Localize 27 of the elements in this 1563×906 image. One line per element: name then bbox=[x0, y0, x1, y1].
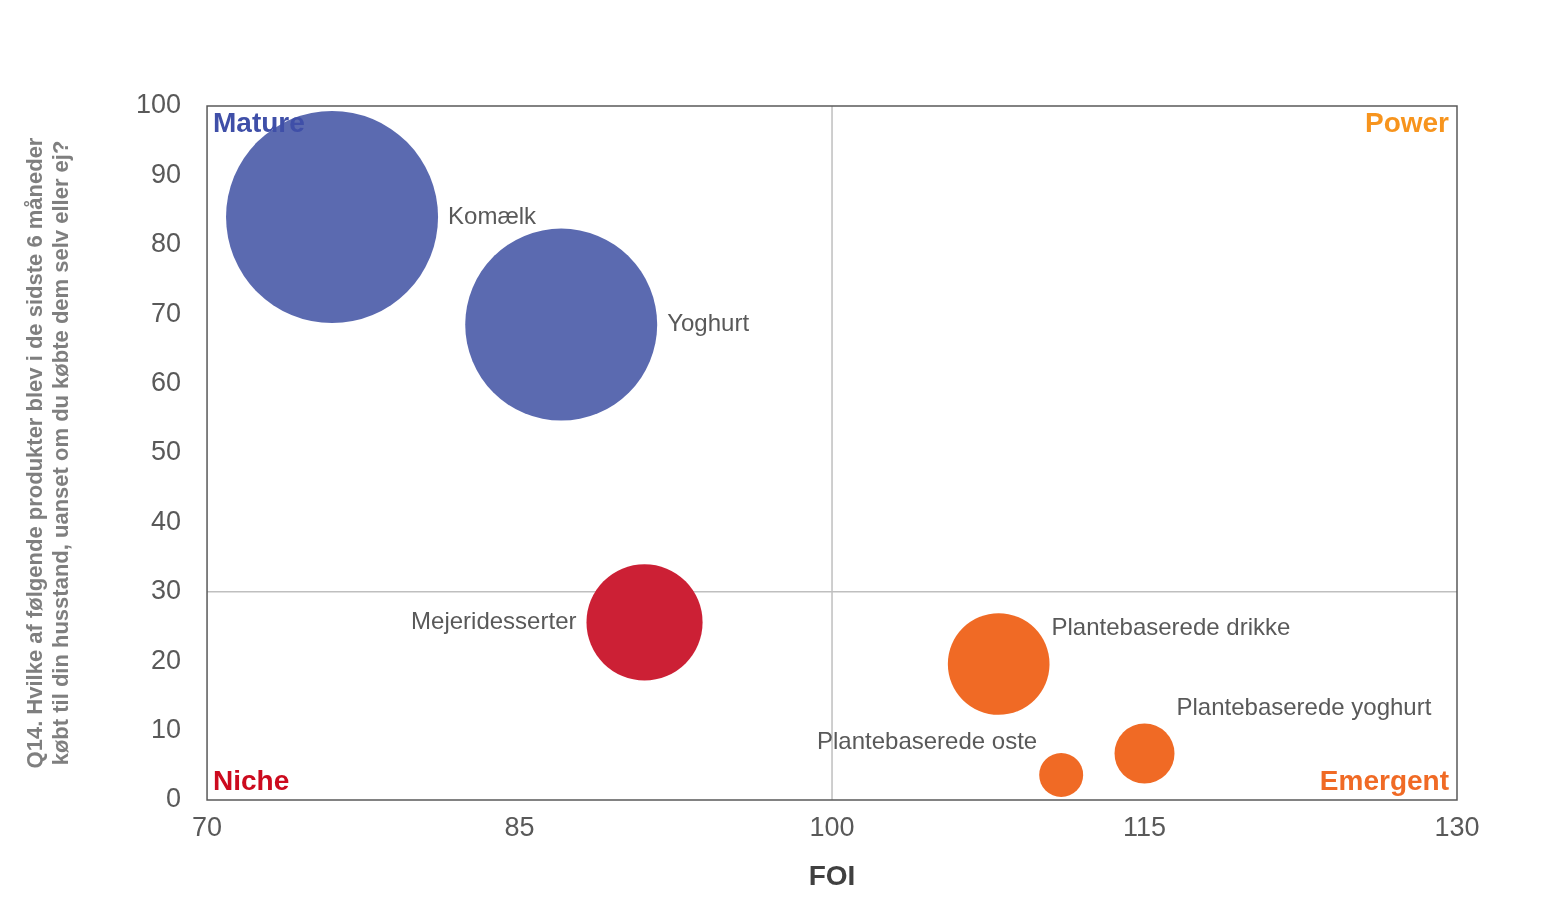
y-tick-label: 50 bbox=[151, 436, 182, 467]
y-tick-label: 70 bbox=[151, 297, 182, 328]
y-tick-label: 20 bbox=[151, 644, 182, 675]
x-tick-label: 70 bbox=[192, 811, 223, 842]
series-label: Komælk bbox=[448, 201, 538, 229]
y-tick-label: 100 bbox=[135, 89, 182, 120]
series-label: Mejeridesserter bbox=[411, 606, 577, 634]
y-axis-title: Q14. Hvilke af følgende produkter blev i de sidste 6 måneder købt til din husstand, uanset om du købte dem selv eller ej? bbox=[22, 137, 74, 769]
y-tick-label: 10 bbox=[151, 714, 182, 745]
x-tick-label: 115 bbox=[1122, 811, 1167, 842]
annotation: Emergent bbox=[1319, 764, 1449, 796]
series-label: Plantebaserede yoghurt bbox=[1176, 693, 1432, 721]
y-tick-label: 80 bbox=[151, 228, 182, 259]
series-label: Plantebaserede drikke bbox=[1051, 613, 1291, 641]
y-tick-label: 40 bbox=[151, 505, 182, 536]
y-tick-label: 30 bbox=[151, 575, 182, 606]
y-tick-label: 0 bbox=[166, 783, 182, 814]
x-tick-label: 85 bbox=[504, 811, 535, 842]
x-tick-label: 130 bbox=[1434, 811, 1480, 842]
x-axis-title: FOI bbox=[808, 859, 856, 891]
y-tick-label: 90 bbox=[151, 158, 182, 189]
series-label: Yoghurt bbox=[667, 309, 750, 337]
series-label: Plantebaserede oste bbox=[817, 726, 1038, 754]
annotation: Niche bbox=[213, 764, 290, 796]
annotation: Power bbox=[1364, 106, 1450, 138]
x-tick-label: 100 bbox=[809, 811, 855, 842]
y-tick-label: 60 bbox=[151, 367, 182, 398]
